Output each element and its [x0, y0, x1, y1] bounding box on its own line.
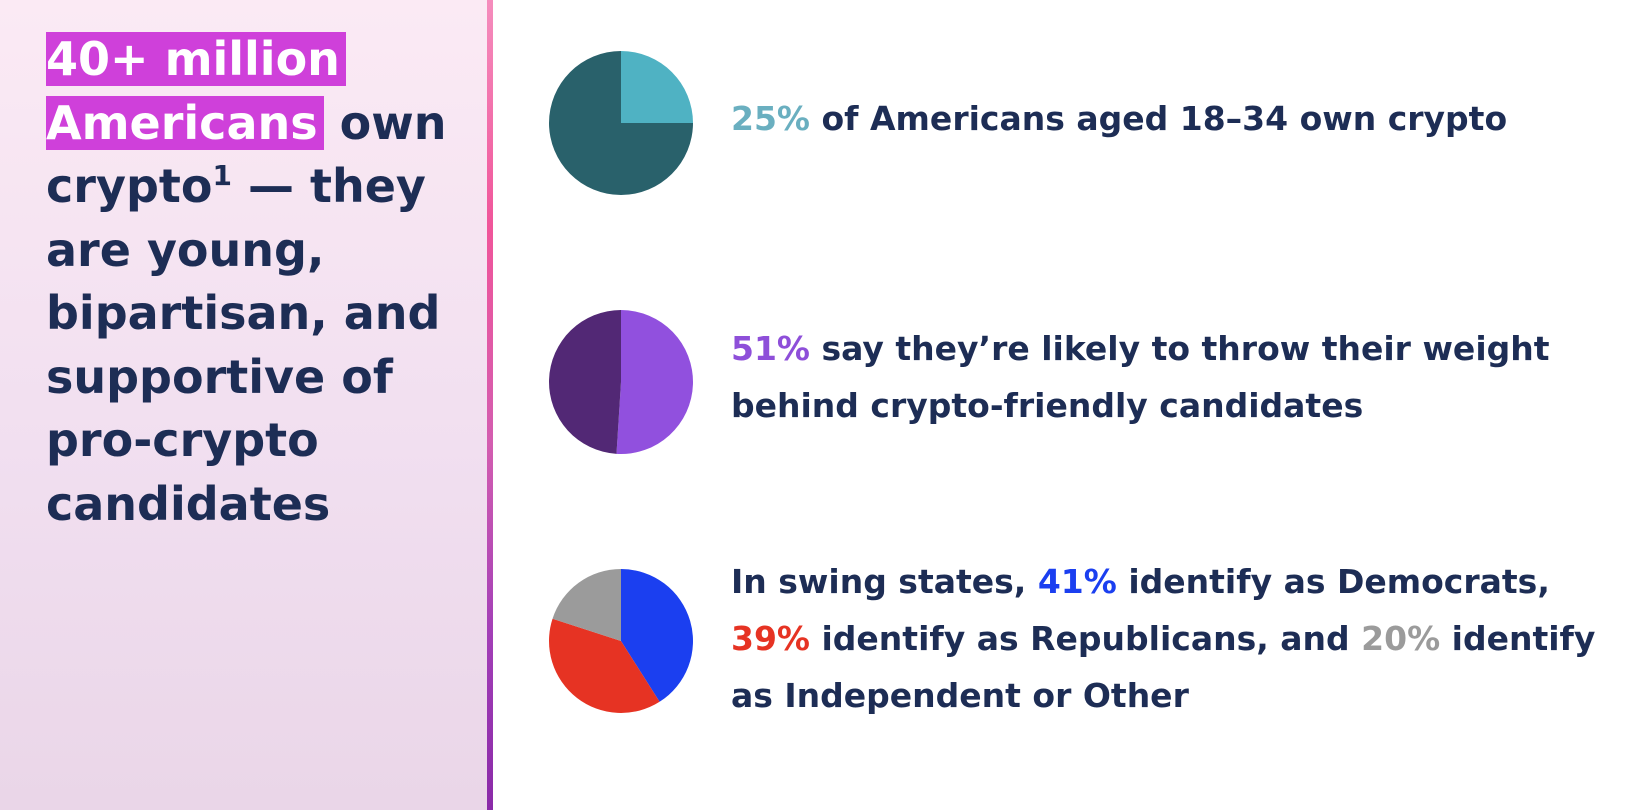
stat-text-segment: identify as Independent or Other	[731, 619, 1596, 715]
stat-text-segment: of Americans aged 18–34 own crypto	[810, 99, 1508, 138]
pie-chart-party	[549, 569, 693, 713]
divider-bar	[487, 0, 493, 810]
stat-text-segment: identify as Republicans, and	[810, 619, 1362, 658]
pie-slice-democrats	[621, 569, 693, 702]
stat-text-young-owners: 25% of Americans aged 18–34 own crypto	[731, 90, 1631, 147]
footnote-marker: 1	[212, 159, 232, 192]
stat-percentage: 41%	[1037, 562, 1117, 601]
stat-percentage: 39%	[731, 619, 810, 658]
pie-slice-other	[548, 310, 621, 454]
stat-percentage: 25%	[731, 99, 810, 138]
stat-text-segment: In swing states,	[731, 562, 1038, 601]
stat-text-segment: say they’re likely to throw their weight…	[731, 329, 1550, 425]
stat-text-support: 51% say they’re likely to throw their we…	[731, 320, 1631, 434]
pie-slice-likely-to-support-crypto-friendly-candidates	[616, 310, 693, 454]
pie-chart-young-owners	[549, 51, 693, 195]
left-panel: 40+ million Americans own crypto1 — they…	[0, 0, 487, 810]
pie-slice-independent-or-other	[552, 569, 621, 641]
headline-text-continued: — they are young, bipartisan, and suppor…	[46, 159, 441, 531]
stat-percentage: 51%	[731, 329, 810, 368]
pie-slice-other	[549, 51, 693, 195]
stat-text-party: In swing states, 41% identify as Democra…	[731, 553, 1631, 724]
stat-text-segment: identify as Democrats,	[1116, 562, 1550, 601]
pie-slice-republicans	[549, 618, 660, 713]
stat-percentage: 20%	[1361, 619, 1441, 658]
headline: 40+ million Americans own crypto1 — they…	[46, 28, 476, 536]
pie-chart-support	[548, 310, 693, 454]
pie-slice-aged-18-34-own-crypto	[621, 51, 693, 123]
headline-text: own crypto	[46, 95, 447, 214]
headline-highlight: 40+ million Americans	[46, 32, 346, 150]
